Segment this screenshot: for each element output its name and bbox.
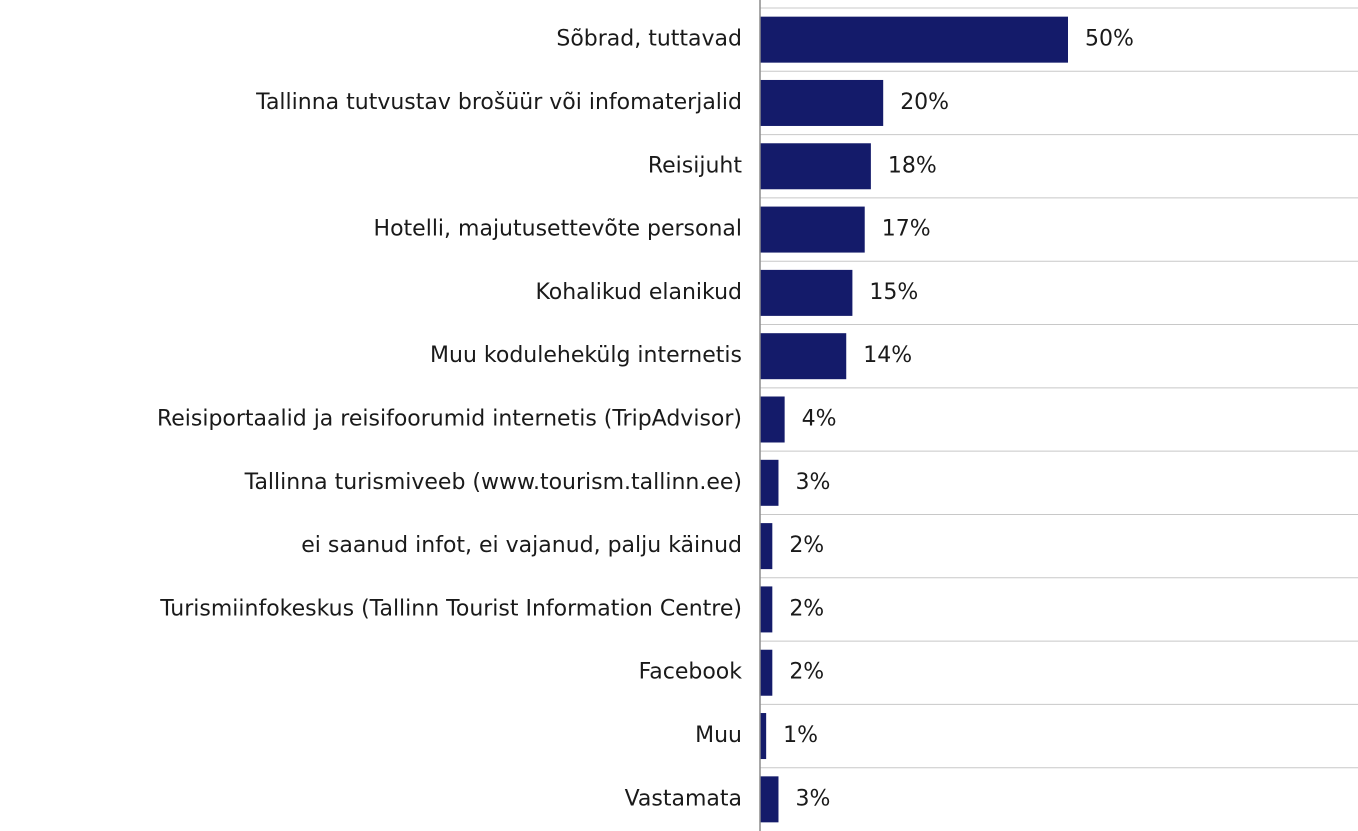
value-label: 14% bbox=[863, 343, 912, 368]
category-label: Sõbrad, tuttavad bbox=[556, 27, 742, 52]
value-label: 2% bbox=[789, 660, 824, 685]
category-label: Muu bbox=[695, 723, 742, 748]
category-label: Tallinna tutvustav brošüür või infomater… bbox=[255, 90, 742, 115]
bar bbox=[760, 776, 779, 823]
category-label: Facebook bbox=[639, 660, 743, 685]
category-label: Muu kodulehekülg internetis bbox=[430, 343, 742, 368]
value-label: 18% bbox=[888, 153, 937, 178]
value-label: 2% bbox=[789, 533, 824, 558]
value-label: 15% bbox=[869, 280, 918, 305]
value-label: 2% bbox=[789, 596, 824, 621]
category-label: Reisijuht bbox=[648, 153, 743, 178]
category-label: Hotelli, majutusettevõte personal bbox=[374, 217, 742, 242]
bar bbox=[760, 396, 785, 443]
value-label: 3% bbox=[795, 786, 830, 811]
value-label: 20% bbox=[900, 90, 949, 115]
bar bbox=[760, 269, 853, 316]
bar bbox=[760, 713, 767, 760]
value-label: 3% bbox=[795, 470, 830, 495]
bar bbox=[760, 206, 865, 253]
bar bbox=[760, 79, 884, 126]
category-label: Reisiportaalid ja reisifoorumid internet… bbox=[157, 407, 742, 432]
bar bbox=[760, 143, 871, 190]
category-label: Tallinna turismiveeb (www.tourism.tallin… bbox=[244, 470, 742, 495]
category-label: Kohalikud elanikud bbox=[535, 280, 742, 305]
value-label: 4% bbox=[802, 407, 837, 432]
bar bbox=[760, 649, 773, 696]
bar bbox=[760, 16, 1068, 63]
category-label: ei saanud infot, ei vajanud, palju käinu… bbox=[301, 533, 742, 558]
value-label: 1% bbox=[783, 723, 818, 748]
value-label: 50% bbox=[1085, 27, 1134, 52]
bar bbox=[760, 333, 847, 380]
bar bbox=[760, 586, 773, 633]
value-label: 17% bbox=[882, 217, 931, 242]
bar bbox=[760, 459, 779, 506]
category-label: Turismiinfokeskus (Tallinn Tourist Infor… bbox=[159, 596, 742, 621]
bar bbox=[760, 523, 773, 570]
category-label: Vastamata bbox=[625, 786, 742, 811]
